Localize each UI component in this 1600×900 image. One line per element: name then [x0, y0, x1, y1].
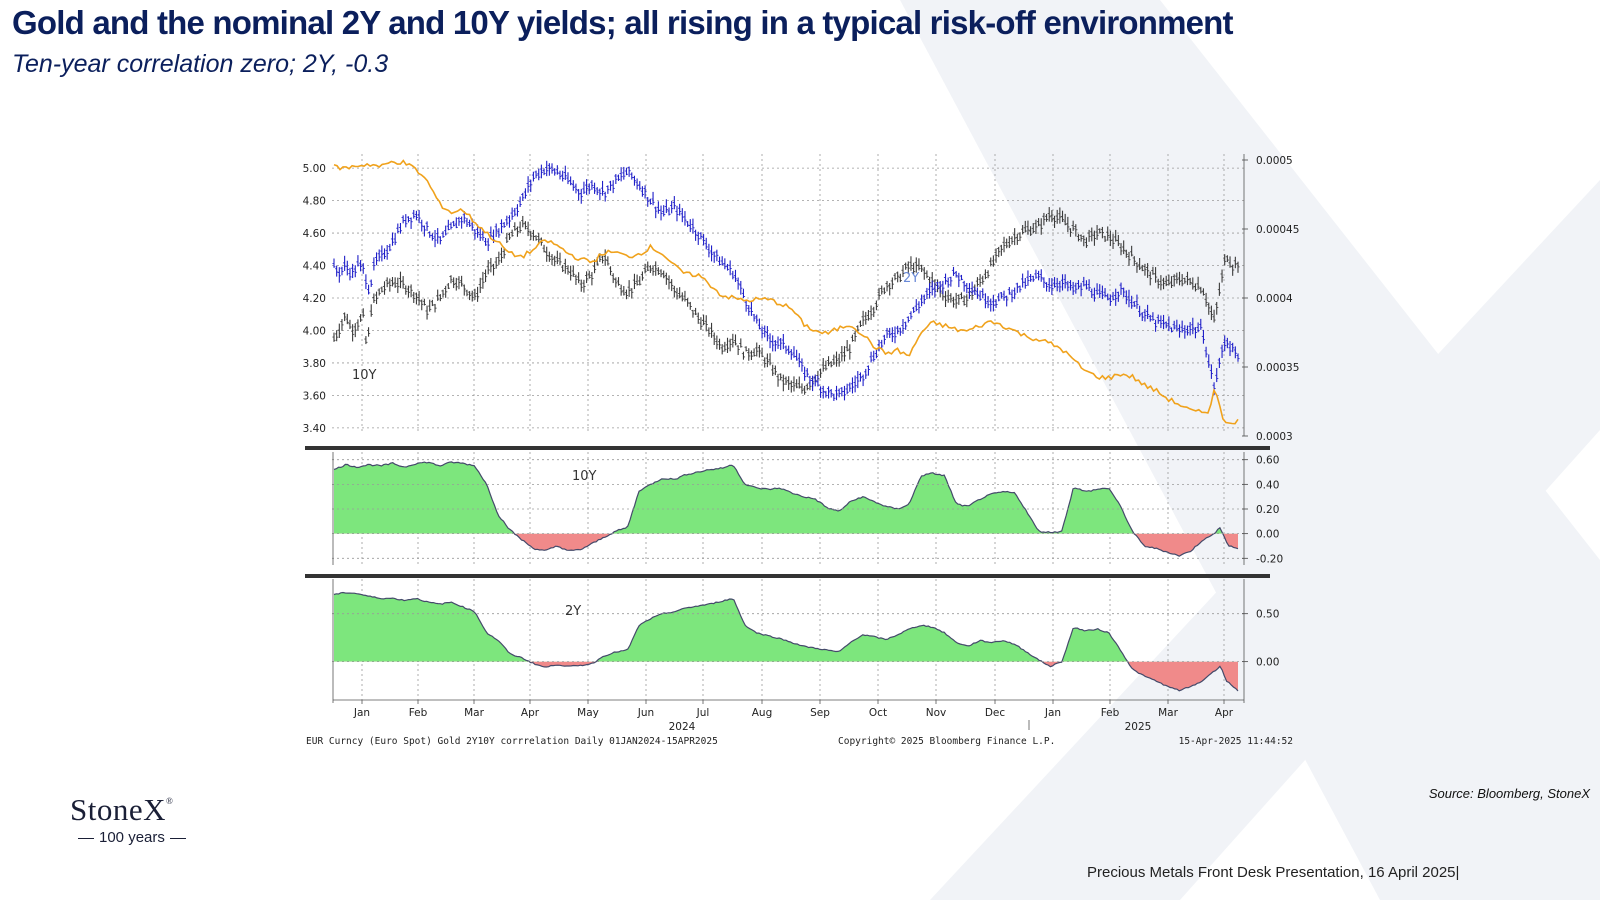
x-axis-tick-label: Oct — [869, 707, 887, 719]
year-label-2024: 2024 — [669, 721, 696, 733]
right-axis-tick-label: 0.0005 — [1256, 155, 1293, 167]
right-axis-tick-label: -0.20 — [1256, 553, 1283, 565]
left-axis-tick-label: 5.00 — [303, 163, 326, 175]
x-axis-tick-label: Jun — [637, 707, 654, 719]
right-axis-tick-label: 0.00 — [1256, 657, 1279, 669]
right-axis-tick-label: 0.00 — [1256, 529, 1279, 541]
x-axis-tick-label: Nov — [926, 707, 947, 719]
x-axis-tick-label: Mar — [1158, 707, 1178, 719]
left-axis-tick-label: 4.60 — [303, 228, 326, 240]
left-axis-tick-label: 3.80 — [303, 358, 326, 370]
x-axis-tick-label: Jan — [353, 707, 370, 719]
page-subtitle: Ten-year correlation zero; 2Y, -0.3 — [12, 50, 389, 78]
x-axis-tick-label: Sep — [810, 707, 830, 719]
corr-2y-line — [333, 591, 1239, 692]
right-axis-tick-label: 0.50 — [1256, 609, 1279, 621]
left-axis-tick-label: 3.40 — [303, 423, 326, 435]
gold-price-line — [333, 159, 1239, 425]
right-axis-tick-label: 0.40 — [1256, 479, 1279, 491]
right-axis-tick-label: 0.20 — [1256, 504, 1279, 516]
logo-years: 100 years — [73, 829, 191, 846]
right-axis-tick-label: 0.00035 — [1256, 362, 1299, 374]
x-axis-tick-label: Feb — [1101, 707, 1120, 719]
corr-10y-line — [333, 461, 1239, 557]
chart-footer-copyright: Copyright© 2025 Bloomberg Finance L.P. — [838, 736, 1055, 747]
label-2y-correlation: 2Y — [565, 604, 581, 619]
x-axis-tick-label: Aug — [752, 707, 773, 719]
x-axis-tick-label: Apr — [1215, 707, 1234, 719]
left-axis-tick-label: 3.60 — [303, 390, 326, 402]
footer-note: Precious Metals Front Desk Presentation,… — [1087, 864, 1460, 881]
left-axis-tick-label: 4.40 — [303, 261, 326, 273]
logo-name: StoneX® — [70, 792, 174, 827]
source-note: Source: Bloomberg, StoneX — [1428, 786, 1590, 801]
year-label-2025: 2025 — [1125, 721, 1152, 733]
left-axis-tick-label: 4.80 — [303, 196, 326, 208]
right-axis-tick-label: 0.60 — [1256, 455, 1279, 467]
stonex-logo: StoneX® 100 years — [70, 792, 191, 846]
x-axis-tick-label: May — [577, 707, 599, 719]
right-axis-tick-label: 0.00045 — [1256, 224, 1299, 236]
x-axis-tick-label: Jul — [696, 707, 710, 719]
right-axis-tick-label: 0.0003 — [1256, 431, 1293, 443]
x-axis-tick-label: Feb — [409, 707, 428, 719]
corr-2y-negative-area — [334, 661, 1238, 691]
right-axis-tick-label: 0.0004 — [1256, 293, 1293, 305]
chart-footer-timestamp: 15-Apr-2025 11:44:52 — [1179, 736, 1293, 747]
registered-mark: ® — [166, 796, 174, 806]
label-2y-annotation: 2Y — [903, 271, 919, 286]
label-10y-correlation: 10Y — [572, 469, 597, 484]
x-axis-tick-label: Mar — [464, 707, 484, 719]
x-axis-tick-label: Jan — [1044, 707, 1061, 719]
chart-footer-description: EUR Curncy (Euro Spot) Gold 2Y10Y corrre… — [306, 736, 718, 747]
corr-2y-positive-area — [334, 592, 1238, 662]
label-10y-annotation: 10Y — [352, 368, 377, 383]
corr-10y-positive-area — [334, 461, 1223, 534]
x-axis-tick-label: Dec — [985, 707, 1006, 719]
page-title: Gold and the nominal 2Y and 10Y yields; … — [12, 4, 1234, 41]
corr-10y-negative-area — [334, 533, 1238, 557]
x-axis-tick-label: Apr — [521, 707, 540, 719]
left-axis-tick-label: 4.00 — [303, 325, 326, 337]
left-axis-tick-label: 4.20 — [303, 293, 326, 305]
